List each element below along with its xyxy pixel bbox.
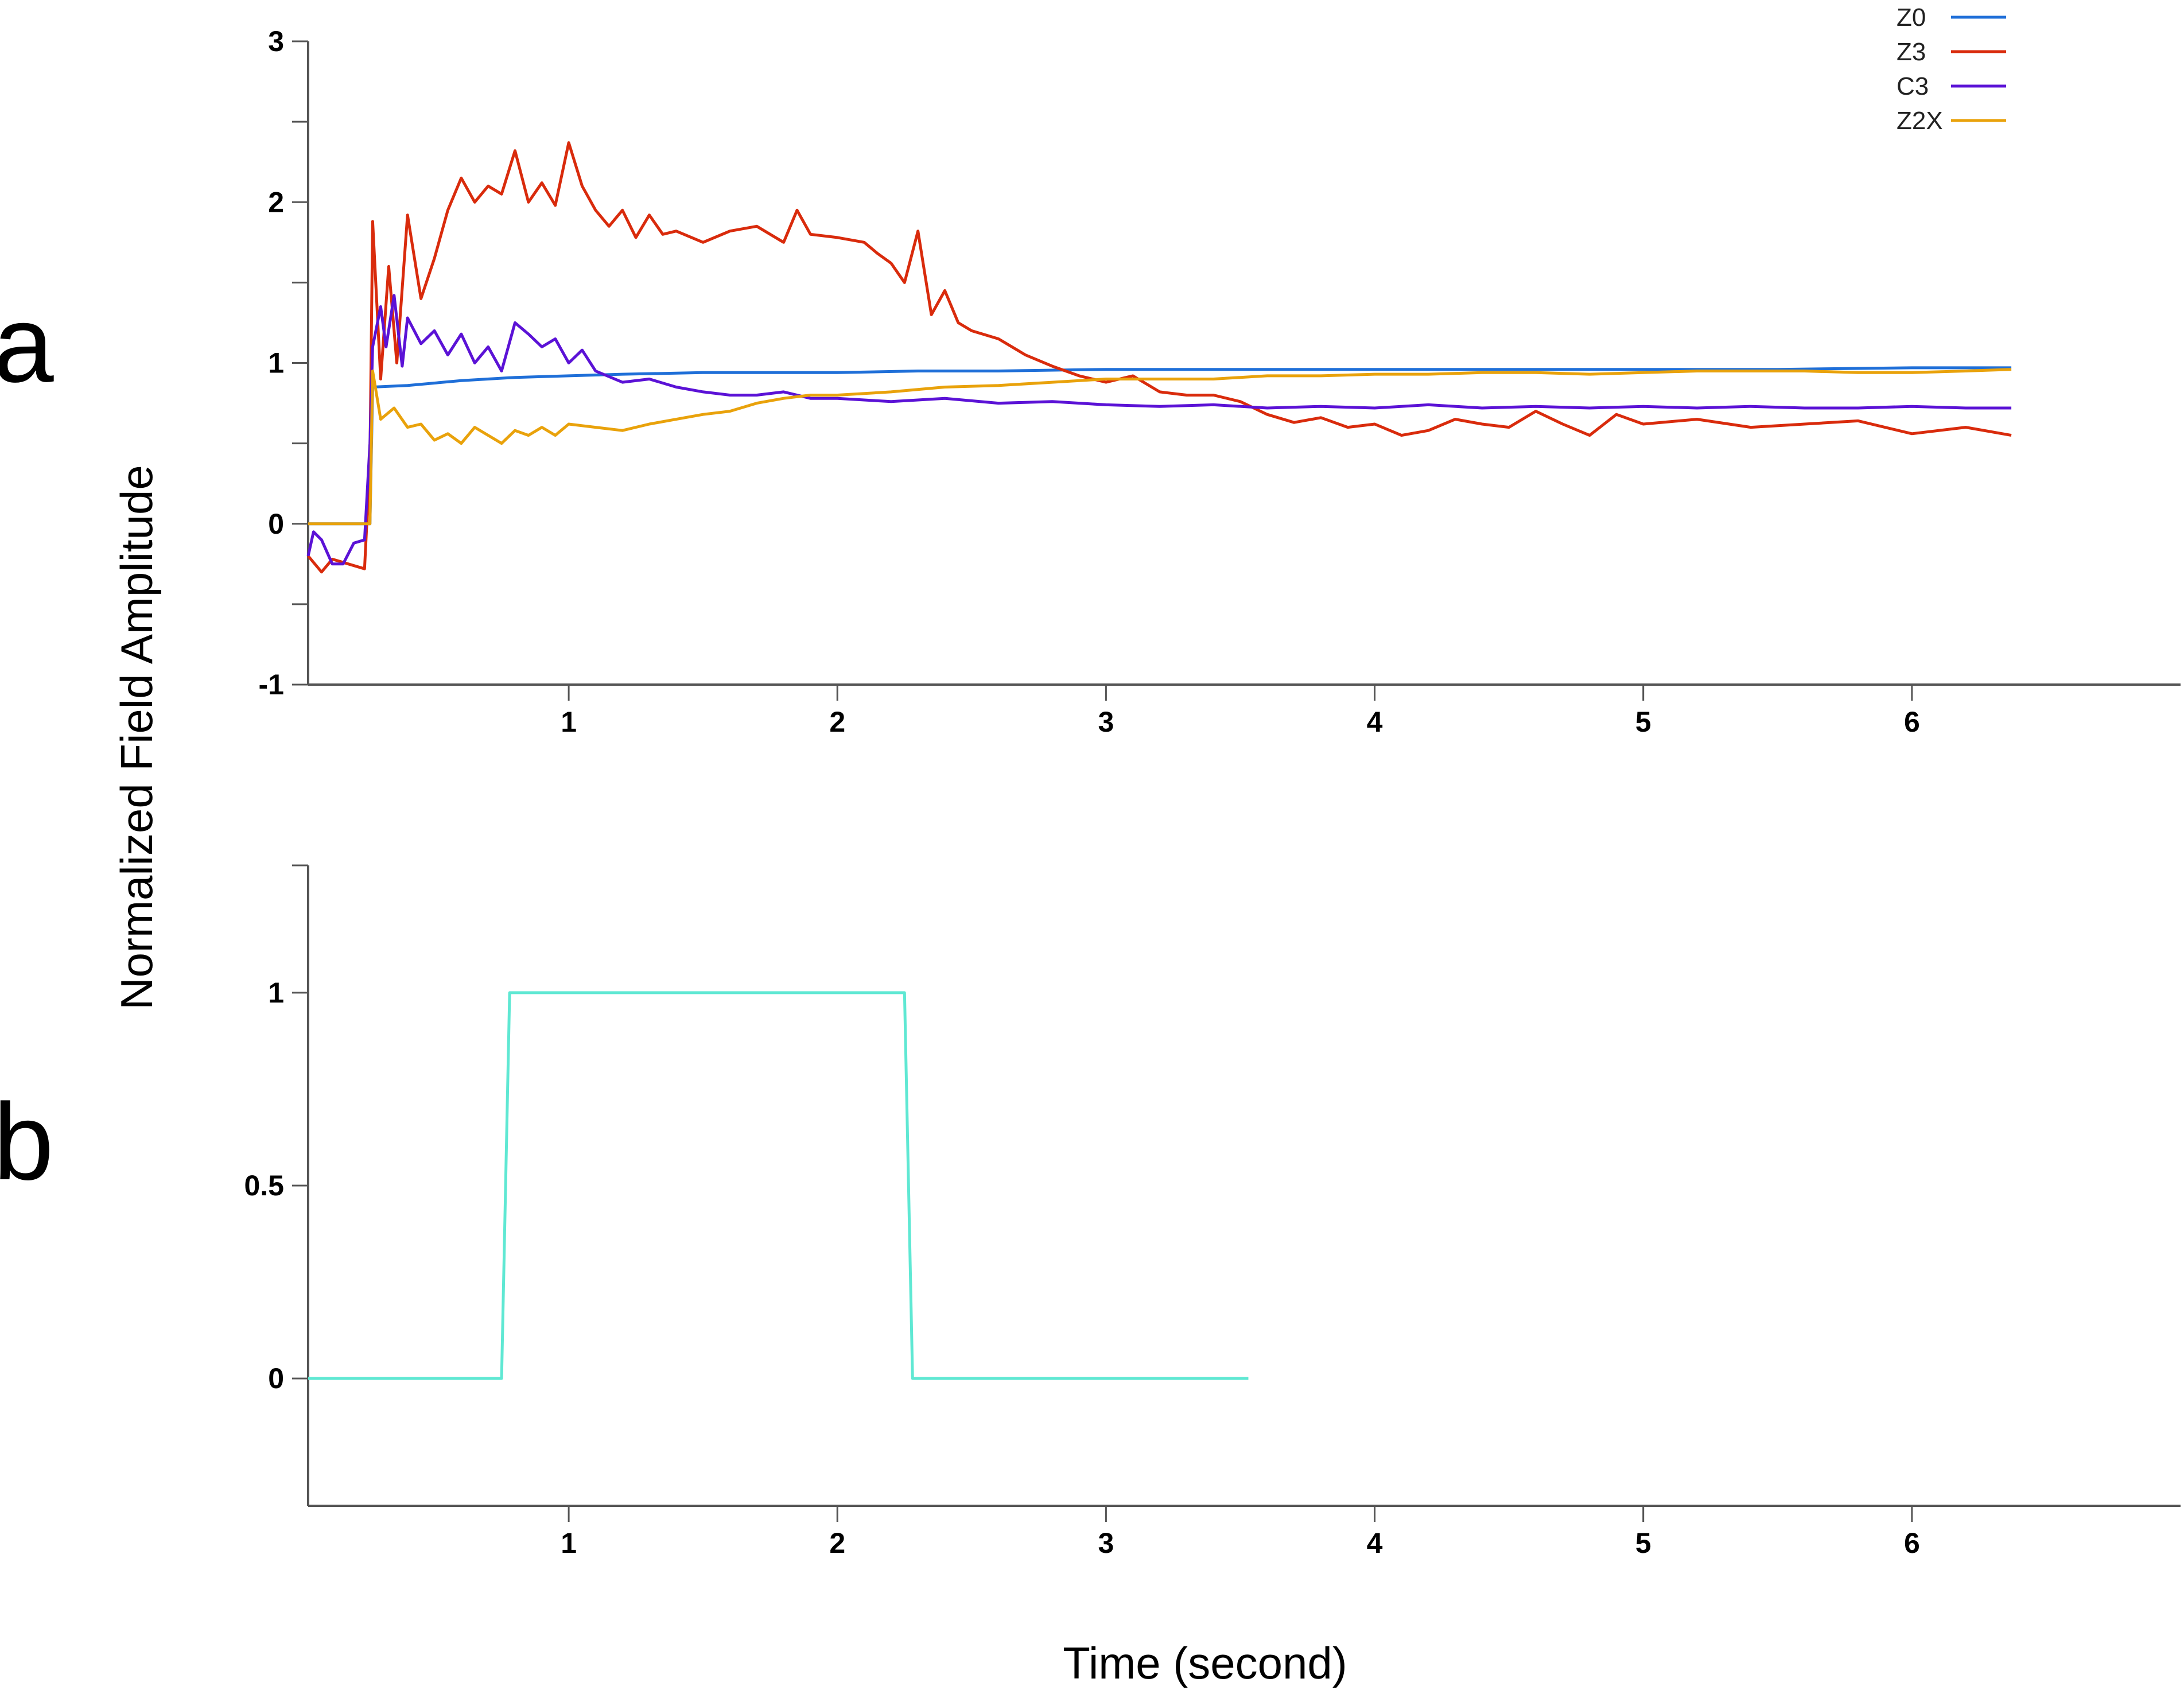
y-tick-label: 1 [268,977,284,1009]
x-tick-label: 6 [1904,1527,1920,1559]
x-tick-label: 2 [829,1527,845,1559]
series-line-z3 [307,141,2012,574]
x-tick-label: 1 [561,706,577,738]
x-tick-label: 1 [561,1527,577,1559]
series-line-c3 [306,294,2012,566]
x-axis-title: Time (second) [1063,1638,1347,1688]
x-tick-label: 3 [1098,706,1114,738]
panel-label-b: b [0,1081,54,1203]
x-tick-label: 5 [1635,706,1651,738]
y-tick-label: 1 [268,347,284,379]
panel-b-chart: 0 0.5 1 1 2 3 4 5 6 [244,864,2181,1559]
y-tick-label: 0 [268,1362,284,1394]
x-tick-label: 3 [1098,1527,1114,1559]
y-tick-label: 3 [268,25,284,57]
y-tick-label: 0 [268,508,284,540]
series-line-z2x [308,368,2012,526]
y-tick-label: -1 [259,669,284,701]
y-tick-label: 2 [268,186,284,218]
legend-label-z3: Z3 [1897,38,1926,66]
y-tick-label: 0.5 [244,1170,284,1202]
x-tick-label: 4 [1367,1527,1383,1559]
x-tick-label: 5 [1635,1527,1651,1559]
legend-label-z2x: Z2X [1897,107,1943,135]
panel-label-a: a [0,283,54,405]
series-line-z0 [308,366,2012,526]
legend-label-c3: C3 [1897,72,1929,100]
legend-label-z0: Z0 [1897,3,1926,32]
x-tick-label: 4 [1367,706,1383,738]
x-tick-label: 6 [1904,706,1920,738]
series-line-pulse [308,991,1249,1380]
y-axis-title: Normalized Field Amplitude [111,465,162,1009]
panel-a-chart: -1 0 1 2 3 1 2 3 4 5 6 Z0 Z3 C3 Z2X [259,3,2181,738]
x-tick-label: 2 [829,706,845,738]
